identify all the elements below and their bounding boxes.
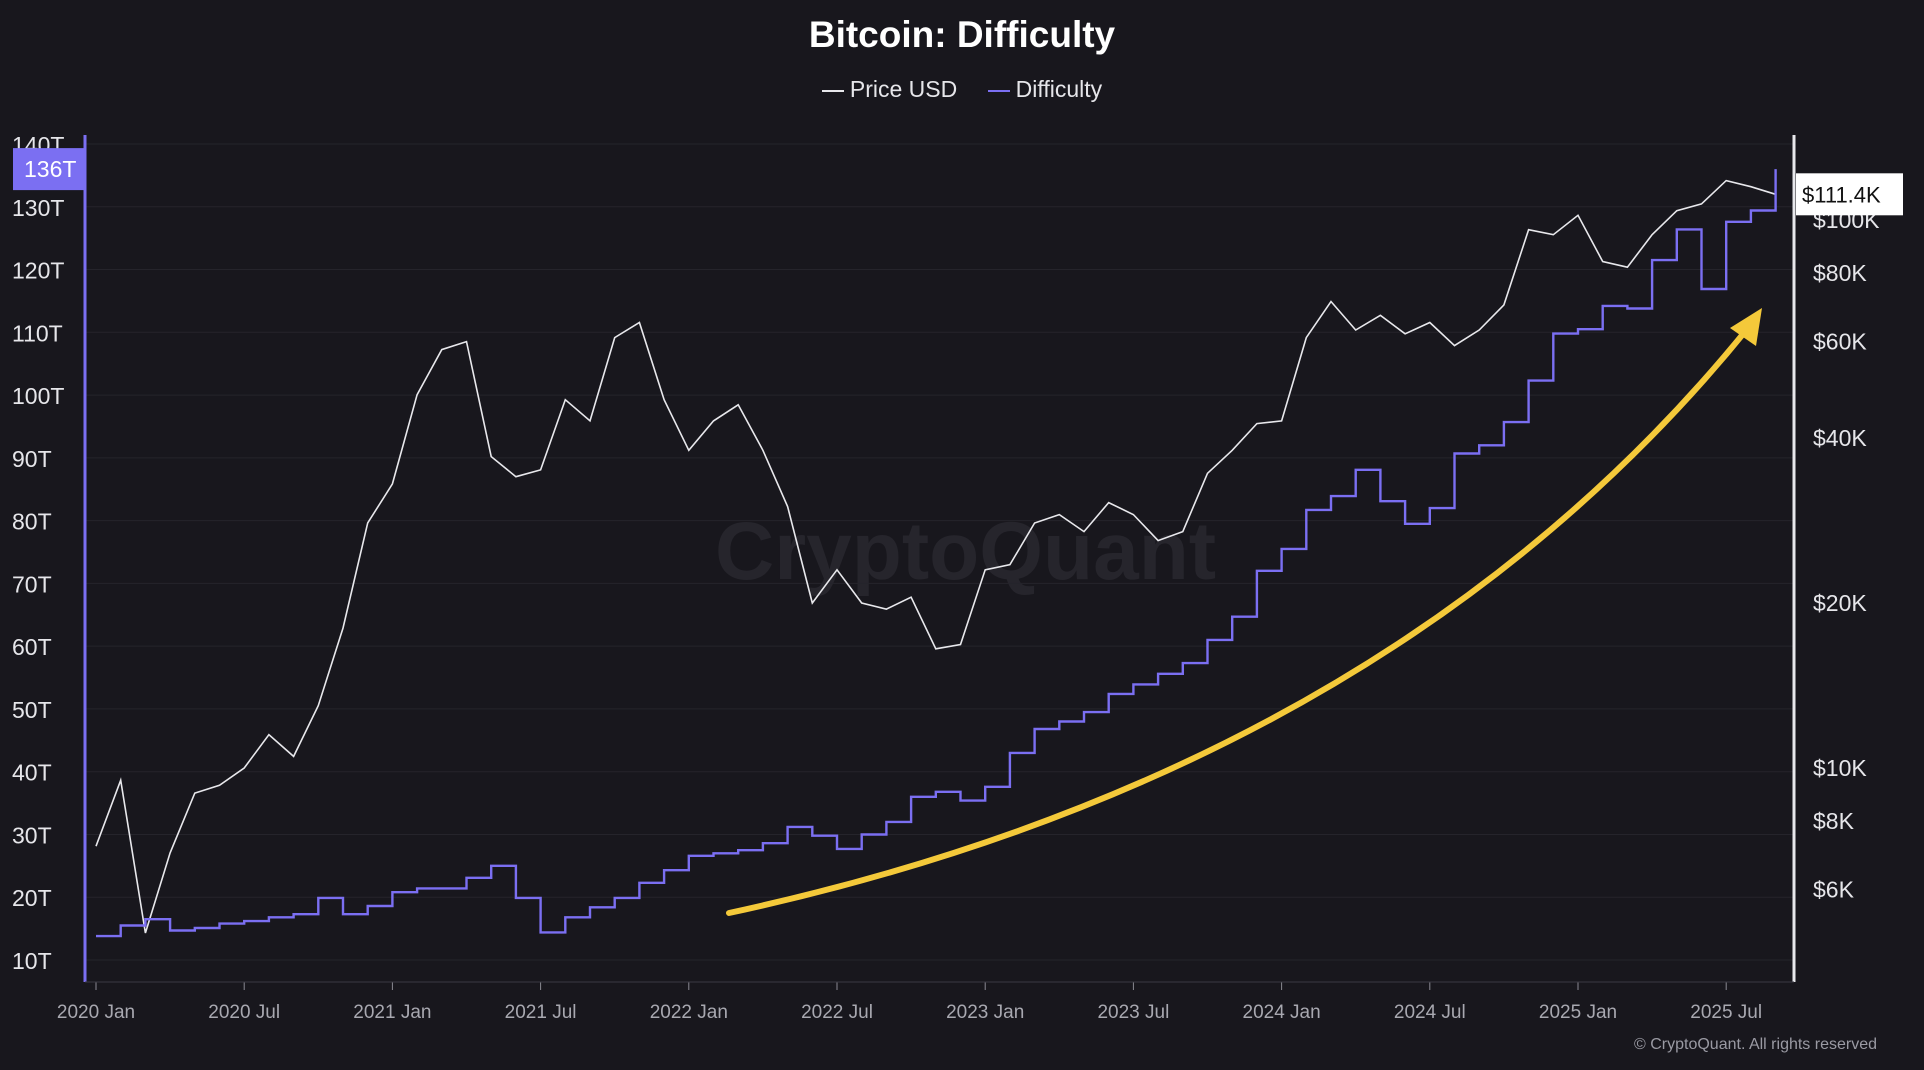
left-tick-label: 90T bbox=[12, 446, 52, 472]
legend-item-difficulty[interactable]: Difficulty bbox=[987, 76, 1103, 102]
current-difficulty-label: 136T bbox=[24, 156, 76, 182]
x-tick-label: 2024 Jan bbox=[1243, 1002, 1321, 1023]
x-tick-label: 2024 Jul bbox=[1394, 1002, 1466, 1023]
left-tick-label: 110T bbox=[12, 320, 63, 346]
left-tick-label: 30T bbox=[12, 822, 52, 848]
difficulty-line bbox=[96, 169, 1777, 938]
left-tick-label: 100T bbox=[12, 383, 64, 409]
left-tick-label: 80T bbox=[12, 509, 52, 535]
left-tick-label: 10T bbox=[12, 948, 52, 974]
trend-arrowhead bbox=[1730, 308, 1762, 346]
left-tick-label: 60T bbox=[12, 634, 52, 660]
right-tick-label: $8K bbox=[1813, 808, 1855, 834]
price-line bbox=[95, 179, 1776, 934]
x-tick-label: 2025 Jan bbox=[1539, 1002, 1617, 1023]
chart-title: Bitcoin: Difficulty bbox=[808, 14, 1116, 55]
legend-label-price: Price USD bbox=[849, 76, 958, 102]
right-tick-label: $80K bbox=[1813, 260, 1867, 286]
legend: Price USD Difficulty bbox=[0, 76, 1924, 103]
right-tick-label: $60K bbox=[1813, 329, 1867, 355]
legend-label-difficulty: Difficulty bbox=[1015, 76, 1103, 102]
legend-item-price[interactable]: Price USD bbox=[821, 76, 958, 102]
price-swatch bbox=[821, 89, 844, 92]
x-tick-label: 2025 Jul bbox=[1690, 1002, 1762, 1023]
x-tick-label: 2023 Jul bbox=[1097, 1002, 1169, 1023]
x-tick-label: 2023 Jan bbox=[946, 1002, 1024, 1023]
x-tick-label: 2022 Jul bbox=[801, 1002, 873, 1023]
left-tick-label: 70T bbox=[12, 571, 52, 597]
current-difficulty-badge bbox=[13, 148, 85, 191]
right-tick-label: $6K bbox=[1813, 877, 1855, 903]
x-tick-label: 2022 Jan bbox=[650, 1002, 728, 1023]
x-tick-label: 2020 Jul bbox=[208, 1002, 280, 1023]
left-tick-label: 40T bbox=[12, 760, 52, 786]
current-price-label: $111.4K bbox=[1802, 182, 1881, 207]
copyright: © CryptoQuant. All rights reserved bbox=[1634, 1036, 1877, 1053]
left-tick-label: 120T bbox=[12, 258, 64, 284]
x-tick-label: 2021 Jul bbox=[505, 1002, 577, 1023]
right-tick-label: $40K bbox=[1813, 425, 1867, 451]
x-tick-label: 2020 Jan bbox=[57, 1002, 135, 1023]
x-tick-label: 2021 Jan bbox=[353, 1002, 431, 1023]
right-tick-label: $20K bbox=[1813, 590, 1867, 616]
trend-arrow bbox=[726, 325, 1751, 916]
current-price-badge bbox=[1796, 173, 1903, 216]
left-tick-label: 50T bbox=[12, 697, 52, 723]
right-tick-label: $10K bbox=[1813, 755, 1867, 781]
left-tick-label: 20T bbox=[12, 885, 52, 911]
difficulty-swatch bbox=[987, 89, 1010, 92]
left-tick-label: 130T bbox=[12, 195, 64, 221]
